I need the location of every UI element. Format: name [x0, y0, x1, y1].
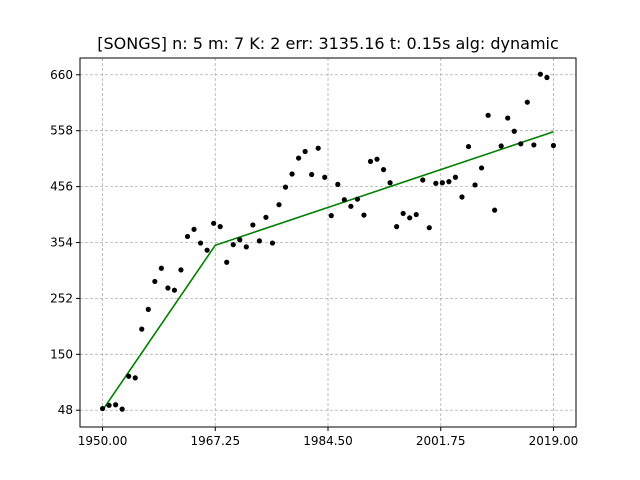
data-point: [537, 71, 543, 77]
data-point: [472, 182, 478, 188]
data-point: [165, 285, 171, 291]
data-point: [374, 156, 380, 162]
data-point: [197, 240, 204, 246]
data-point: [518, 141, 524, 147]
data-point: [348, 203, 354, 209]
data-point: [126, 373, 132, 379]
data-point: [263, 214, 269, 220]
data-point: [407, 215, 413, 221]
data-point: [498, 143, 504, 149]
data-point: [465, 143, 472, 150]
x-tick-label: 1950.00: [78, 434, 128, 448]
data-point: [492, 207, 498, 213]
data-point: [459, 194, 465, 200]
fit-line-layer: [101, 131, 554, 411]
data-point: [224, 259, 230, 265]
data-point: [106, 402, 112, 408]
y-tick-label: 456: [50, 180, 73, 194]
y-tick-label: 558: [50, 124, 73, 138]
y-tick-label: 660: [50, 68, 73, 82]
data-point: [132, 375, 138, 381]
x-tick-label: 1967.25: [190, 434, 240, 448]
data-point: [380, 167, 387, 173]
data-point: [478, 165, 485, 171]
data-point: [400, 210, 406, 217]
data-point: [282, 184, 289, 190]
data-point: [230, 242, 236, 248]
data-point: [295, 155, 302, 161]
data-point: [511, 128, 517, 134]
data-point: [289, 171, 295, 177]
data-point: [439, 180, 445, 186]
data-point: [191, 226, 197, 232]
data-point: [328, 213, 334, 219]
data-point: [420, 177, 426, 183]
data-point: [184, 233, 191, 240]
grid: [80, 58, 576, 427]
data-point: [341, 197, 347, 203]
data-point: [158, 265, 164, 271]
data-point: [139, 326, 145, 332]
data-point: [387, 180, 393, 186]
data-point: [217, 224, 223, 230]
x-tick-label: 2001.75: [416, 434, 466, 448]
x-tick-label: 2019.00: [529, 434, 579, 448]
data-point: [302, 148, 308, 155]
data-point: [433, 180, 439, 186]
data-point: [505, 115, 511, 121]
data-point: [446, 179, 452, 185]
data-points-layer: [99, 71, 557, 412]
data-point: [113, 402, 119, 408]
data-point: [544, 74, 550, 81]
data-point: [361, 212, 367, 218]
data-point: [524, 99, 530, 105]
data-point: [394, 224, 400, 230]
data-point: [452, 174, 459, 180]
x-tick-label: 1984.50: [303, 434, 353, 448]
y-tick-label: 48: [58, 403, 73, 417]
y-tick-label: 150: [50, 347, 73, 361]
data-point: [531, 142, 537, 148]
data-point: [354, 196, 361, 202]
data-point: [315, 145, 321, 151]
data-point: [152, 278, 158, 285]
data-point: [211, 220, 217, 226]
fit-line: [101, 131, 554, 411]
data-point: [276, 202, 282, 208]
data-point: [485, 112, 491, 118]
data-point: [178, 267, 184, 273]
data-point: [237, 237, 243, 243]
data-point: [99, 405, 106, 412]
data-point: [250, 222, 256, 228]
data-point: [309, 171, 315, 178]
data-point: [119, 406, 125, 412]
data-point: [322, 174, 328, 180]
data-point: [145, 306, 151, 312]
data-point: [171, 287, 178, 293]
data-point: [243, 244, 249, 250]
data-point: [204, 247, 210, 253]
data-point: [550, 142, 557, 149]
data-point: [426, 225, 432, 231]
data-point: [256, 238, 262, 244]
data-point: [367, 158, 374, 164]
y-tick-label: 252: [50, 291, 73, 305]
axes: 1950.00 1967.25 1984.50 2001.75 2019.00 48 150…: [50, 68, 578, 448]
chart-title: [SONGS] n: 5 m: 7 K: 2 err: 3135.16 t: 0…: [97, 34, 559, 53]
data-point: [413, 211, 419, 218]
data-point: [269, 240, 276, 246]
data-point: [335, 181, 341, 187]
y-tick-label: 354: [50, 236, 73, 250]
